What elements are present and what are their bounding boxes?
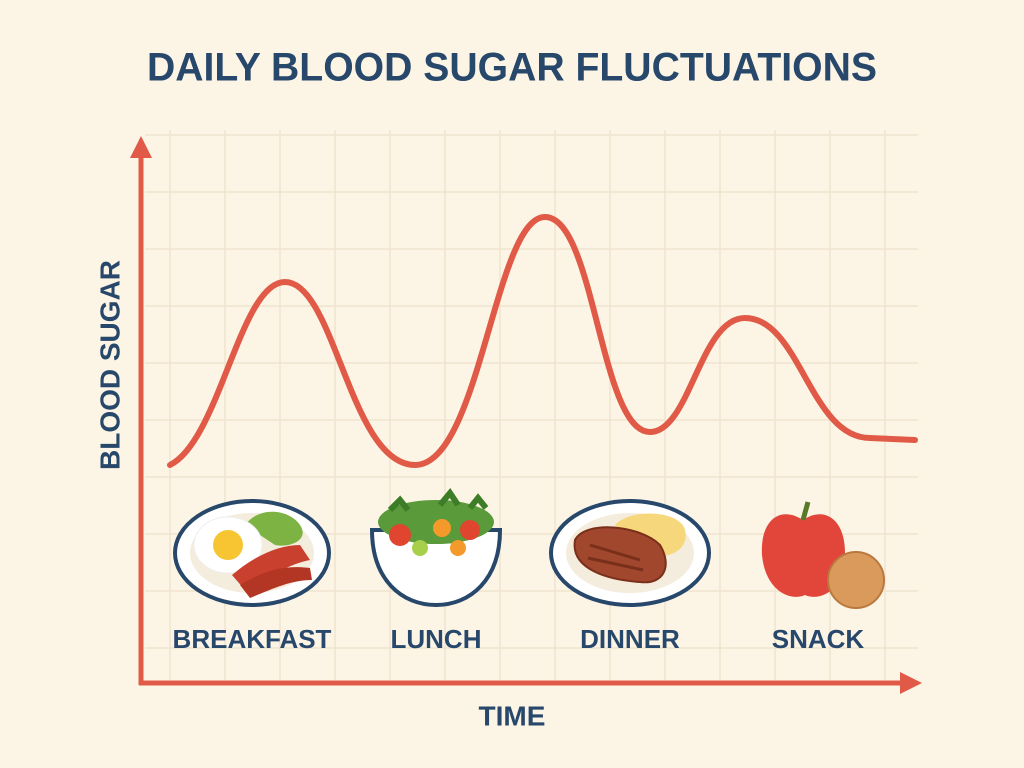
dinner-icon (549, 499, 711, 607)
x-arrow (900, 672, 922, 694)
lunch-icon (369, 487, 503, 608)
y-arrow (130, 136, 152, 158)
meal-label: SNACK (772, 624, 865, 654)
x-axis-label: TIME (479, 700, 546, 731)
title: DAILY BLOOD SUGAR FLUCTUATIONS (147, 46, 877, 90)
snack-icon (761, 501, 885, 609)
meal-label: LUNCH (391, 624, 482, 654)
blood-sugar-curve (167, 213, 918, 469)
meal-label: BREAKFAST (173, 624, 332, 654)
y-axis-label: BLOOD SUGAR (94, 260, 125, 470)
breakfast-icon (173, 499, 331, 607)
meal-label: DINNER (580, 624, 680, 654)
axes (130, 136, 922, 694)
